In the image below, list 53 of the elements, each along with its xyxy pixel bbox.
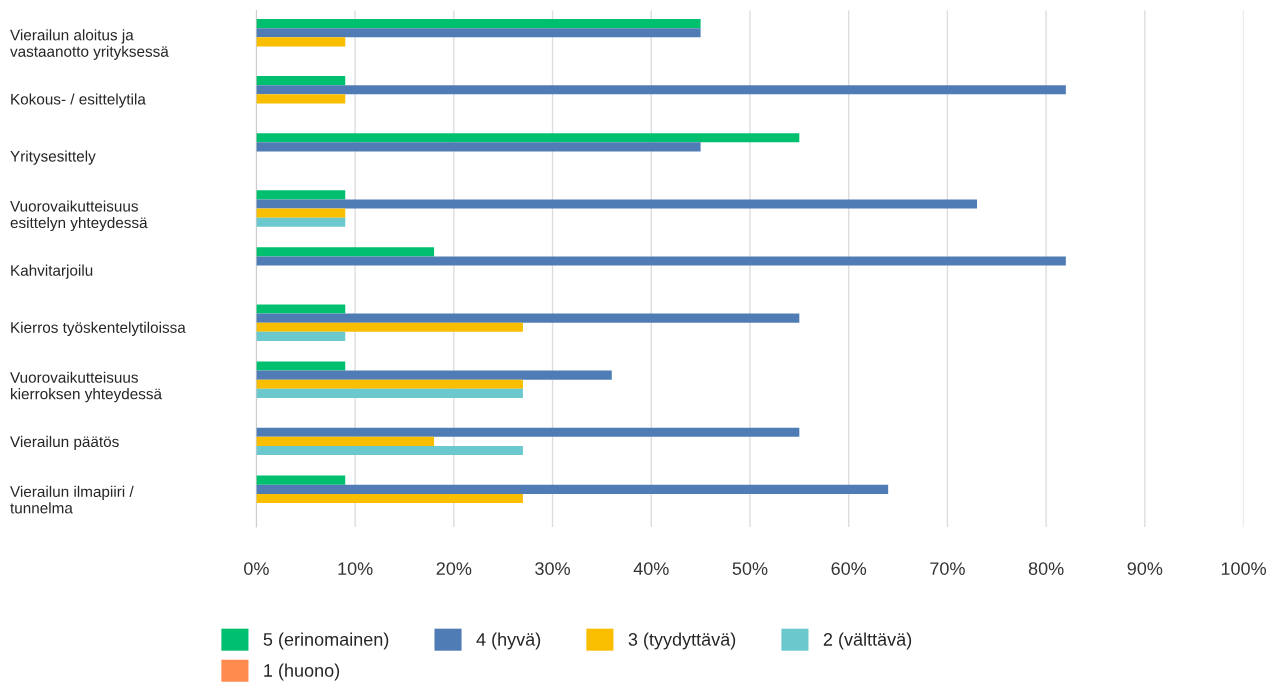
y-tick-label: Vierailun aloitus ja vastaanotto yrityksessä xyxy=(10,29,169,60)
bar xyxy=(256,388,523,398)
bar xyxy=(256,322,523,332)
y-tick-label: Vuorovaikutteisuus esittelyn yhteydessä xyxy=(10,200,148,232)
bar xyxy=(256,28,701,38)
bar xyxy=(256,190,346,200)
bar xyxy=(256,256,1066,266)
y-tick-label: Kierros työskentelytiloissa xyxy=(11,321,186,336)
y-tick-label: Vierailun päätös xyxy=(10,435,119,451)
bar xyxy=(256,445,523,456)
bar xyxy=(256,37,346,47)
bar xyxy=(256,217,346,227)
bar xyxy=(256,247,435,257)
x-tick-label: 90% xyxy=(1127,562,1163,575)
bar xyxy=(256,94,346,104)
x-tick-label: 50% xyxy=(732,562,768,575)
x-tick-label: 30% xyxy=(535,562,570,575)
legend-label: 1 (huono) xyxy=(264,663,340,681)
bar xyxy=(256,370,612,380)
legend-label: 4 (hyvä) xyxy=(476,632,541,650)
legend-label: 3 (tyydyttävä) xyxy=(628,632,736,650)
bar xyxy=(256,208,346,218)
bar xyxy=(256,436,435,446)
x-tick-label: 40% xyxy=(633,562,669,575)
legend-label: 5 (erinomainen) xyxy=(263,632,389,650)
x-tick-label: 10% xyxy=(338,562,373,575)
bar xyxy=(256,133,800,143)
bar xyxy=(256,76,346,86)
bar xyxy=(256,427,800,437)
x-tick-label: 20% xyxy=(436,562,472,575)
y-tick-label: Vierailun ilmapiiri / tunnelma xyxy=(10,485,134,514)
y-tick-label: Kokous- / esittelytila xyxy=(11,93,146,108)
bar xyxy=(256,475,346,485)
x-tick-label: 60% xyxy=(831,562,867,575)
bar xyxy=(256,361,346,371)
x-tick-label: 0% xyxy=(244,562,269,575)
legend-label: 2 (välttävä) xyxy=(823,632,912,650)
bar xyxy=(256,304,346,314)
x-tick-label: 100% xyxy=(1221,562,1266,575)
y-tick-label: Yritysesittely xyxy=(10,150,96,165)
bar xyxy=(256,313,800,323)
y-tick-label: Kahvitarjoilu xyxy=(11,264,93,279)
bar xyxy=(256,484,889,494)
bar xyxy=(256,19,701,29)
x-tick-label: 80% xyxy=(1028,562,1064,575)
y-tick-label: Vuorovaikutteisuus kierroksen yhteydessä xyxy=(10,371,162,403)
bar xyxy=(256,142,701,152)
bar xyxy=(256,85,1066,95)
x-tick-label: 70% xyxy=(930,562,965,575)
bar xyxy=(256,199,978,209)
bar xyxy=(256,331,346,341)
bar xyxy=(256,379,523,389)
bar xyxy=(256,493,523,504)
